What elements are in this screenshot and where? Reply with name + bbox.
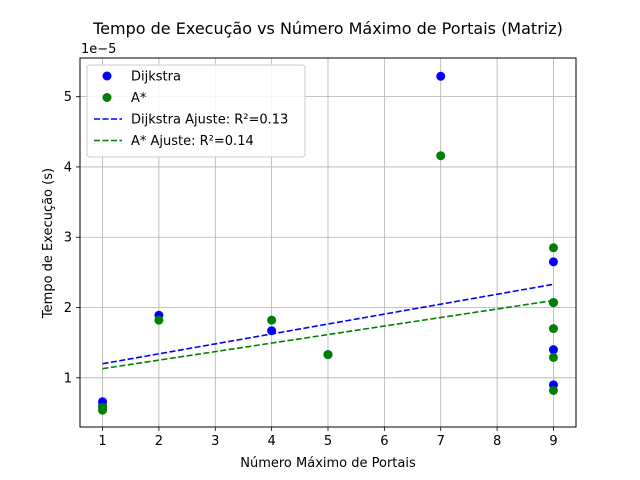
- data-point: [436, 151, 446, 161]
- data-point: [436, 71, 446, 81]
- data-point: [548, 352, 558, 362]
- legend-label: A* Ajuste: R²=0.14: [131, 134, 254, 149]
- x-tick-label: 2: [155, 434, 163, 449]
- x-axis-label: Número Máximo de Portais: [240, 456, 416, 471]
- y-axis-ticks: 1 2 3 4 5: [64, 90, 80, 386]
- x-tick-label: 3: [211, 434, 219, 449]
- legend-marker-swatch: [102, 71, 112, 81]
- x-tick-label: 9: [549, 434, 557, 449]
- x-tick-label: 4: [267, 434, 275, 449]
- data-point: [548, 298, 558, 308]
- legend-box: [86, 64, 306, 158]
- y-axis-label: Tempo de Execução (s): [41, 168, 56, 319]
- y-tick-label: 3: [64, 231, 72, 246]
- chart-title: Tempo de Execução vs Número Máximo de Po…: [92, 19, 563, 38]
- data-point: [323, 350, 333, 360]
- data-point: [154, 315, 164, 325]
- y-tick-label: 2: [64, 301, 72, 316]
- x-tick-label: 7: [437, 434, 445, 449]
- x-tick-label: 1: [98, 434, 106, 449]
- data-point: [548, 257, 558, 267]
- x-axis-ticks: 1 2 3 4 5 6 7 8 9: [98, 427, 558, 449]
- data-point: [548, 385, 558, 395]
- data-point: [98, 402, 108, 412]
- x-tick-label: 6: [380, 434, 388, 449]
- legend: Dijkstra A* Dijkstra Ajuste: R²=0.13 A* Aju…: [86, 64, 306, 158]
- y-tick-label: 5: [64, 90, 72, 105]
- legend-label: Dijkstra Ajuste: R²=0.13: [131, 113, 288, 128]
- data-point: [267, 326, 277, 336]
- x-tick-label: 5: [324, 434, 332, 449]
- y-axis-offset-text: 1e−5: [81, 42, 116, 57]
- data-points: [98, 71, 558, 415]
- data-point: [267, 315, 277, 325]
- legend-marker-swatch: [102, 93, 112, 102]
- data-point: [548, 243, 558, 253]
- y-tick-label: 4: [64, 160, 72, 175]
- x-tick-label: 8: [493, 434, 501, 449]
- data-point: [548, 345, 558, 355]
- legend-label: A*: [131, 91, 147, 106]
- data-point: [548, 324, 558, 334]
- y-tick-label: 1: [64, 371, 72, 386]
- legend-label: Dijkstra: [131, 70, 181, 85]
